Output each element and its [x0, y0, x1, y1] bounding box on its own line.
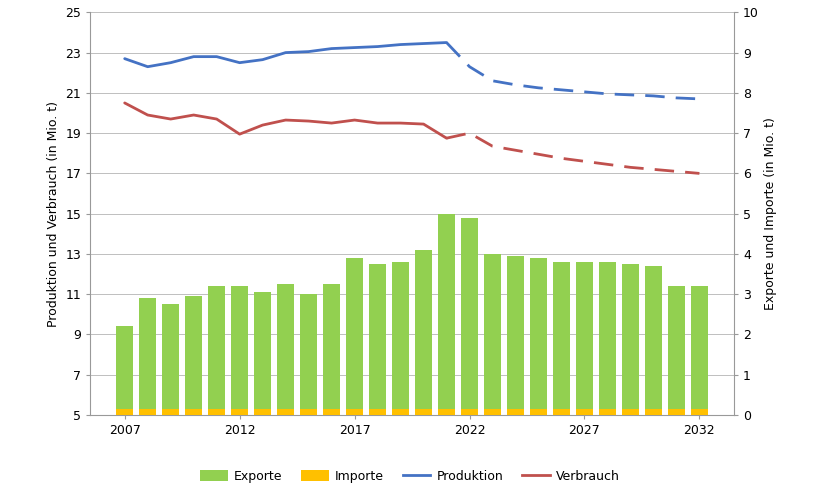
- Bar: [369, 264, 386, 415]
- Bar: [162, 304, 179, 415]
- Bar: [391, 262, 409, 415]
- Bar: [139, 409, 156, 415]
- Bar: [414, 250, 432, 415]
- Bar: [506, 256, 523, 415]
- Bar: [575, 262, 592, 415]
- Bar: [116, 409, 133, 415]
- Bar: [116, 327, 133, 415]
- Bar: [277, 409, 294, 415]
- Y-axis label: Produktion und Verbrauch (in Mio. t): Produktion und Verbrauch (in Mio. t): [47, 101, 60, 327]
- Bar: [483, 409, 500, 415]
- Bar: [254, 292, 271, 415]
- Bar: [529, 409, 546, 415]
- Bar: [208, 286, 225, 415]
- Bar: [575, 409, 592, 415]
- Bar: [277, 284, 294, 415]
- Bar: [323, 409, 340, 415]
- Bar: [621, 264, 638, 415]
- Legend: Exporte, Importe, Produktion, Verbrauch: Exporte, Importe, Produktion, Verbrauch: [195, 465, 624, 488]
- Bar: [483, 254, 500, 415]
- Bar: [598, 262, 615, 415]
- Bar: [460, 218, 477, 415]
- Bar: [300, 409, 317, 415]
- Bar: [644, 266, 661, 415]
- Bar: [460, 409, 477, 415]
- Bar: [690, 286, 707, 415]
- Bar: [391, 409, 409, 415]
- Bar: [139, 298, 156, 415]
- Bar: [690, 409, 707, 415]
- Bar: [254, 409, 271, 415]
- Bar: [644, 409, 661, 415]
- Y-axis label: Exporte und Importe (in Mio. t): Exporte und Importe (in Mio. t): [763, 117, 776, 310]
- Bar: [529, 258, 546, 415]
- Bar: [552, 262, 569, 415]
- Bar: [437, 409, 455, 415]
- Bar: [300, 294, 317, 415]
- Bar: [323, 284, 340, 415]
- Bar: [185, 296, 202, 415]
- Bar: [231, 286, 248, 415]
- Bar: [667, 286, 684, 415]
- Bar: [667, 409, 684, 415]
- Bar: [506, 409, 523, 415]
- Bar: [231, 409, 248, 415]
- Bar: [346, 409, 363, 415]
- Bar: [208, 409, 225, 415]
- Bar: [185, 409, 202, 415]
- Bar: [552, 409, 569, 415]
- Bar: [346, 258, 363, 415]
- Bar: [437, 214, 455, 415]
- Bar: [369, 409, 386, 415]
- Bar: [162, 409, 179, 415]
- Bar: [621, 409, 638, 415]
- Bar: [414, 409, 432, 415]
- Bar: [598, 409, 615, 415]
